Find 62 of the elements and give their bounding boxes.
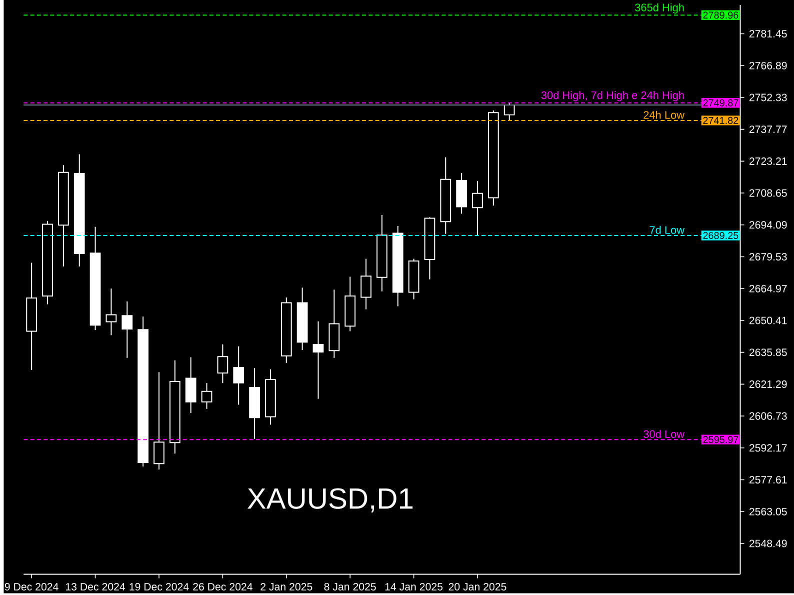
candlestick	[392, 226, 404, 307]
candlestick	[296, 287, 308, 351]
ref-line-label: 30d Low	[644, 430, 685, 438]
annotation: 2595.97	[703, 436, 738, 444]
y-tick-label: 2664.97	[749, 284, 787, 292]
y-tick-label: 2577.61	[749, 476, 787, 484]
ref-line-label: 30d High, 7d High e 24h High	[541, 91, 684, 102]
ref-line-label: 365d High	[635, 3, 684, 14]
candlestick	[26, 262, 38, 370]
candlestick	[185, 356, 196, 414]
y-tick-label: 2635.85	[749, 348, 787, 356]
text: XAUUSD,D1	[248, 488, 413, 512]
y-tick-label: 2781.45	[749, 30, 787, 38]
candlestick	[456, 172, 467, 214]
ref-line-label: 7d Low	[650, 226, 685, 234]
annotation: 2689.25	[703, 232, 738, 240]
x-tick-label: 26 Dec 2024	[193, 583, 252, 591]
ref-line-label: 24h Low	[644, 110, 685, 119]
candlestick	[328, 289, 340, 358]
y-tick-label: 2766.89	[749, 62, 787, 70]
x-tick-label: 20 Jan 2025	[448, 583, 506, 591]
candlestick	[472, 180, 483, 236]
annotation: 2741.82	[703, 116, 738, 124]
y-tick-label: 2548.49	[749, 540, 787, 548]
candlestick	[280, 297, 292, 364]
candlestick	[74, 154, 85, 267]
y-tick-label: 2694.09	[749, 221, 787, 229]
candlestick	[201, 382, 212, 410]
candlestick	[424, 216, 436, 280]
candlestick	[217, 344, 228, 384]
x-tick-label: 13 Dec 2024	[66, 583, 126, 591]
y-tick-label: 2708.65	[749, 189, 787, 197]
y-tick-label: 2621.29	[749, 380, 787, 388]
y-tick-label: 2679.53	[749, 253, 787, 261]
y-tick-label: 2752.33	[749, 94, 787, 102]
candlestick	[344, 276, 356, 332]
y-tick-label: 2723.21	[749, 157, 787, 165]
y-tick-label: 2606.73	[749, 412, 787, 420]
x-tick-label: 14 Jan 2025	[385, 583, 443, 591]
candlestick	[90, 226, 101, 331]
candlestick	[312, 320, 324, 400]
x-tick-label: 8 Jan 2025	[324, 583, 376, 591]
candlestick	[122, 300, 133, 358]
x-tick-label: 19 Dec 2024	[130, 583, 189, 591]
annotation: 2749.87	[703, 99, 738, 106]
candlestick	[233, 346, 244, 406]
candlestick	[249, 368, 260, 440]
y-tick-label: 2650.41	[749, 316, 787, 324]
candlestick	[440, 156, 452, 234]
y-tick-label: 2592.17	[749, 444, 787, 452]
annotation: 2789.96	[703, 12, 738, 19]
x-tick-label: 2 Jan 2025	[260, 583, 312, 591]
candlestick	[265, 368, 276, 426]
y-tick-label: 2737.77	[749, 126, 787, 134]
candlestick	[154, 372, 164, 470]
candlestick	[376, 214, 388, 292]
candlestick	[58, 164, 69, 267]
x-tick-label: 9 Dec 2024	[4, 583, 58, 591]
y-tick-label: 2563.05	[749, 508, 787, 516]
candlestick	[360, 258, 372, 310]
candlestick	[106, 288, 117, 336]
candlestick	[169, 360, 180, 454]
